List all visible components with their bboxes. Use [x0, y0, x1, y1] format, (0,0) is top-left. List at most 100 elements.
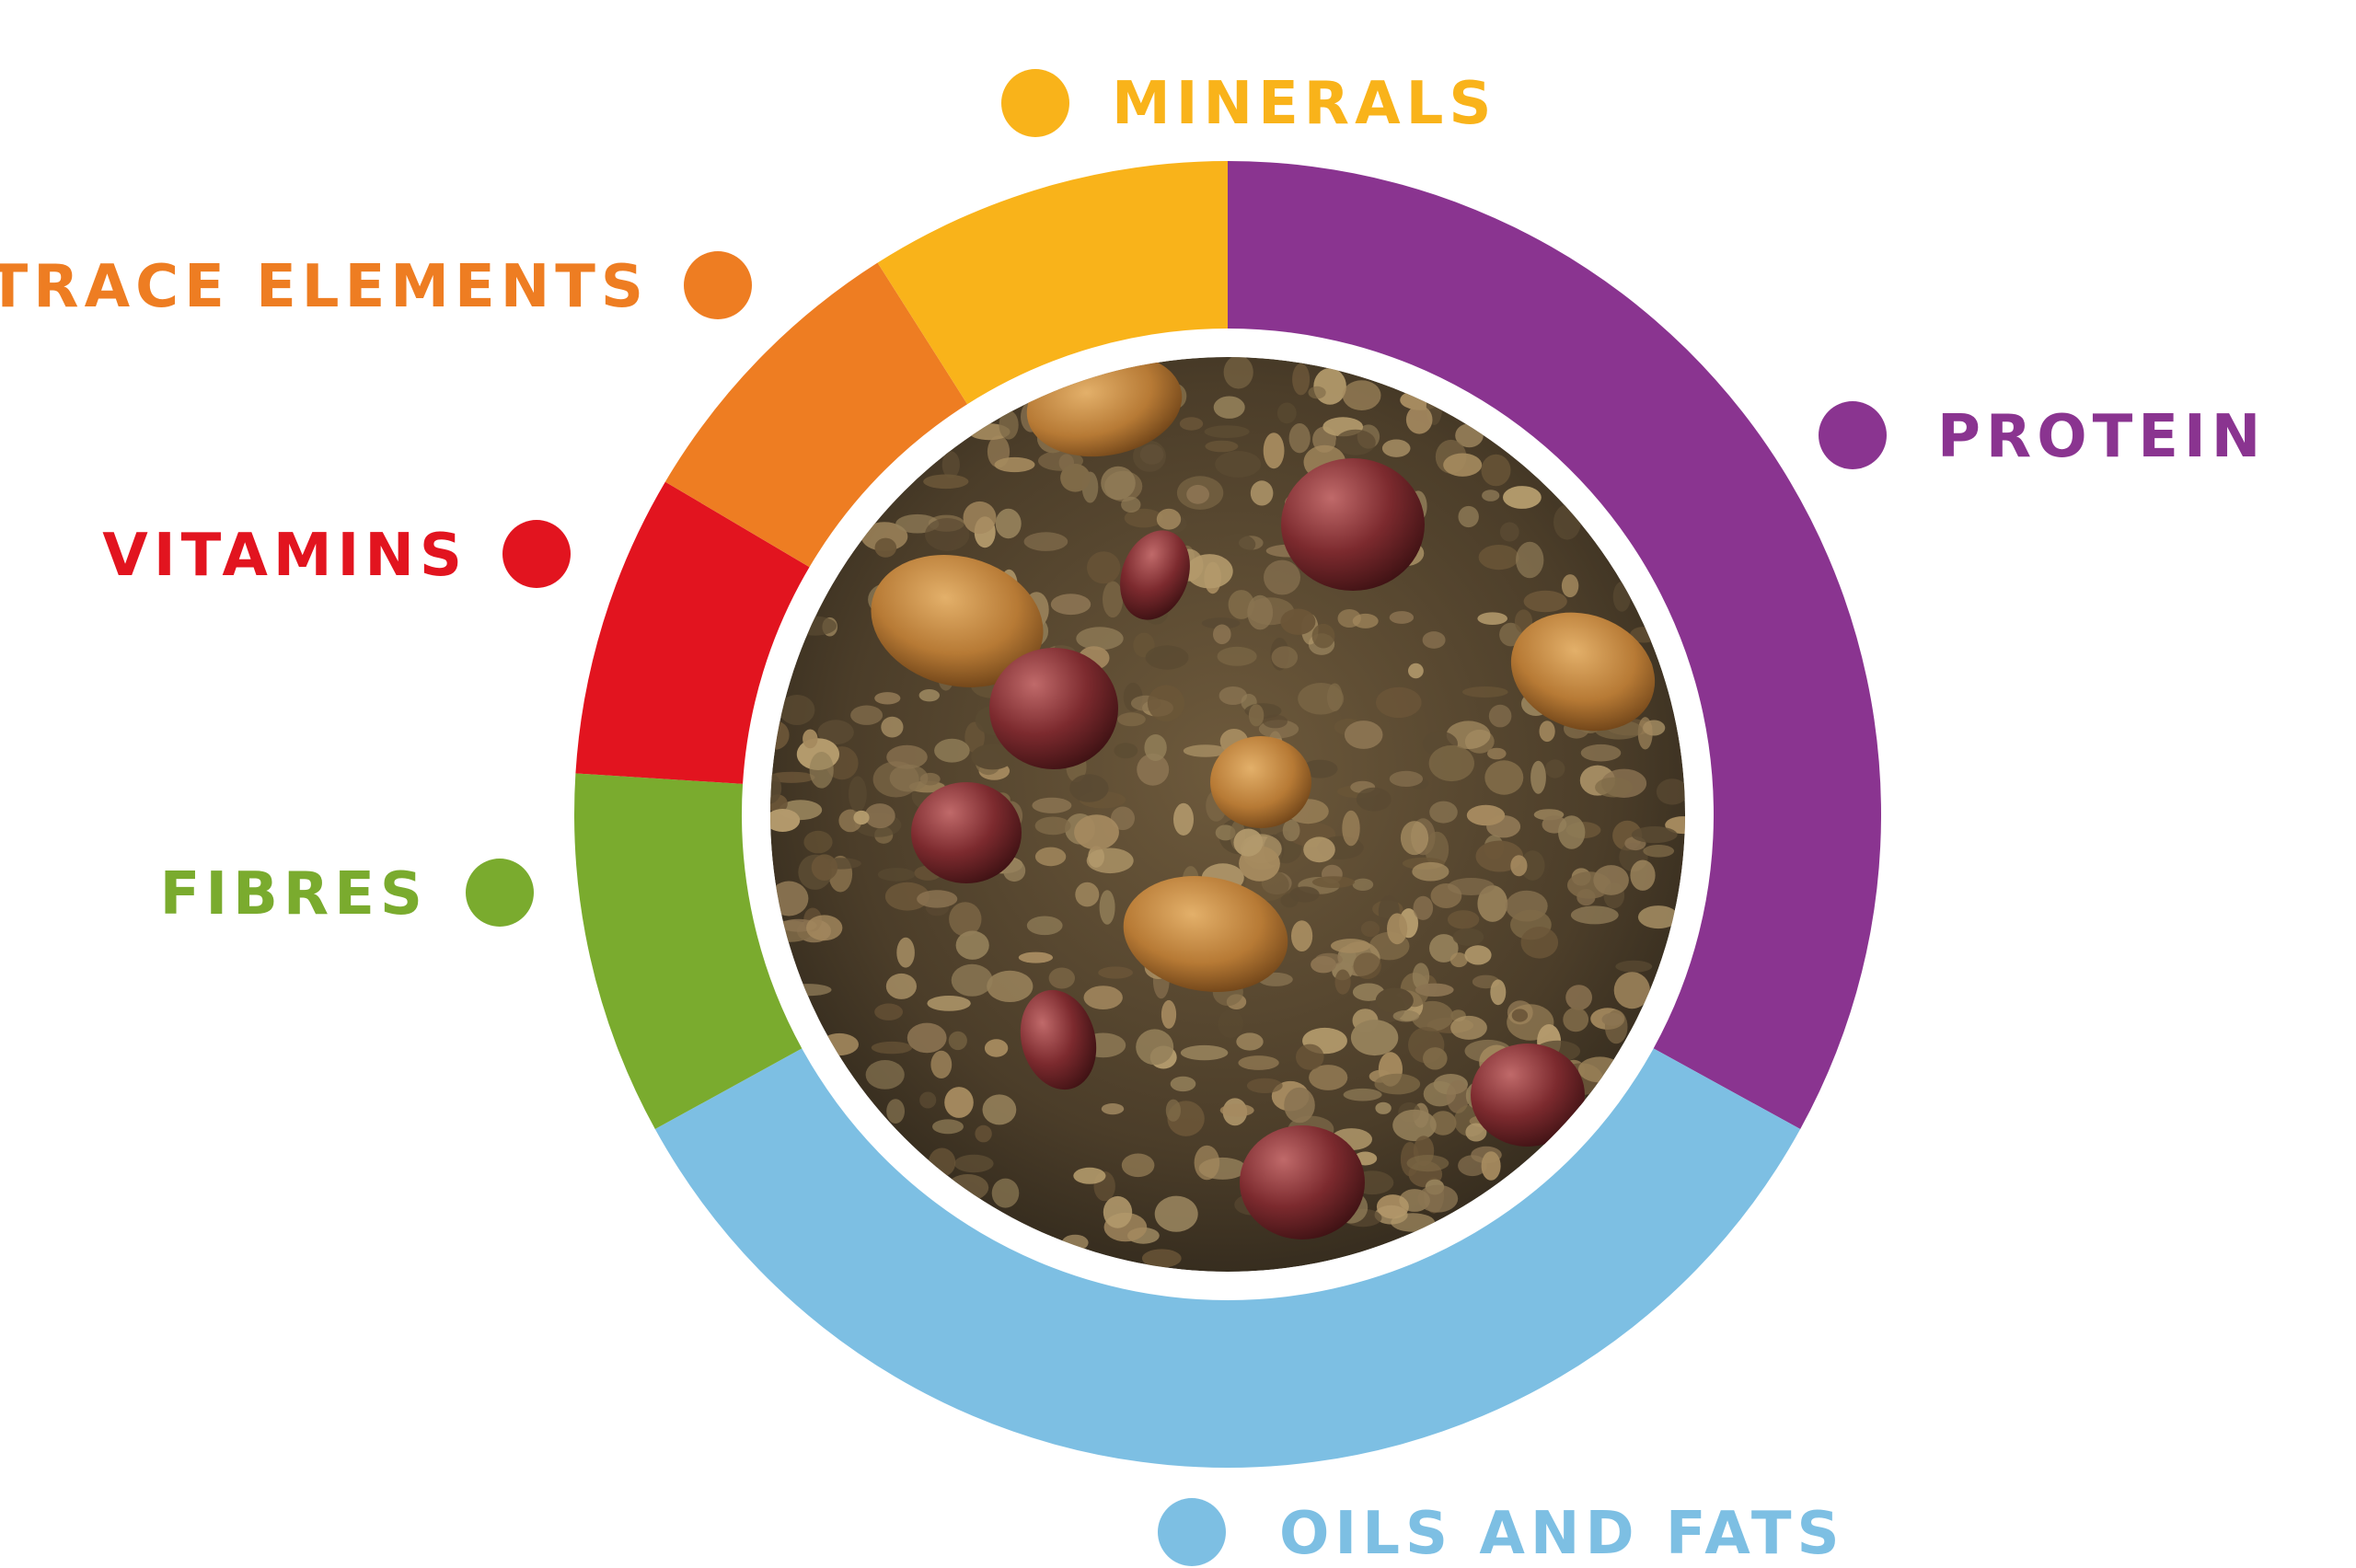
granola-crumb	[1429, 801, 1458, 824]
granola-crumb	[1218, 1009, 1243, 1038]
granola-crumb	[1280, 608, 1316, 635]
granola-crumb	[803, 830, 833, 854]
granola-crumb	[1050, 594, 1091, 616]
granola-crumb	[1360, 920, 1380, 938]
granola-crumb	[1539, 721, 1555, 743]
granola-crumb	[1215, 451, 1262, 478]
granola-crumb	[1511, 1009, 1529, 1022]
granola-crumb	[793, 616, 837, 636]
granola-crumb	[1298, 683, 1345, 715]
granola-crumb	[927, 996, 971, 1011]
granola-crumb	[1387, 913, 1408, 945]
granola-crumb	[1060, 464, 1091, 492]
legend-dot-trace-elements	[684, 251, 752, 319]
granola-crumb	[886, 744, 928, 769]
granola-crumb	[1101, 1103, 1125, 1115]
legend-label-trace-elements: TRACE ELEMENTS	[0, 253, 649, 321]
granola-crumb	[1520, 850, 1545, 881]
granola-crumb	[1389, 611, 1415, 624]
granola-crumb	[1656, 778, 1685, 805]
granola-crumb	[1447, 910, 1480, 929]
granola-crumb	[946, 1174, 989, 1202]
granola-crumb	[982, 1094, 1017, 1125]
granola-crumb	[1375, 1101, 1392, 1114]
granola-crumb	[1076, 627, 1124, 651]
granola-crumb	[874, 692, 901, 705]
granola-crumb	[1114, 743, 1138, 759]
granola-crumb	[865, 1060, 905, 1090]
granola-crumb	[1412, 963, 1430, 990]
legend-item-oils-and-fats: OILS AND FATS	[1158, 1498, 1840, 1568]
berry-piece	[1240, 1125, 1365, 1239]
granola-crumb	[884, 882, 930, 911]
granola-crumb	[1478, 545, 1519, 571]
granola-crumb	[1223, 357, 1253, 389]
granola-crumb	[1570, 905, 1619, 925]
granola-crumb	[1180, 1044, 1229, 1061]
granola-crumb	[984, 1039, 1009, 1057]
granola-crumb	[1238, 1055, 1279, 1070]
granola-crumb	[1311, 876, 1356, 888]
granola-crumb	[971, 744, 1014, 770]
berry-piece	[1120, 530, 1190, 620]
granola-crumb	[1423, 1047, 1448, 1070]
granola-crumb	[1481, 1151, 1501, 1181]
granola-crumb	[1141, 1249, 1182, 1268]
granola-crumb	[1145, 645, 1189, 670]
raisin-piece	[1123, 875, 1288, 993]
raisin-piece	[1210, 736, 1311, 828]
granola-crumb	[1185, 554, 1233, 589]
granola-crumb	[1083, 986, 1123, 1009]
granola-crumb	[1630, 859, 1656, 891]
granola-crumb	[1577, 1056, 1623, 1083]
granola-crumb	[1263, 432, 1285, 469]
granola-crumb	[1510, 855, 1528, 877]
granola-crumb	[886, 1099, 905, 1124]
granola-crumb	[871, 1041, 913, 1055]
granola-crumb	[1026, 916, 1063, 936]
granola-crumb	[1477, 612, 1507, 625]
granola-crumb	[1173, 802, 1194, 836]
granola-crumb	[1558, 815, 1586, 849]
granola-crumb	[770, 771, 815, 783]
legend-dot-fibres	[466, 859, 534, 927]
granola-crumb	[1665, 816, 1685, 835]
granola-crumb	[1392, 1109, 1437, 1142]
granola-crumb	[1048, 967, 1076, 989]
granola-crumb	[860, 522, 908, 551]
granola-crumb	[1133, 440, 1166, 472]
granola-crumb	[1443, 453, 1483, 477]
granola-crumb	[1154, 1195, 1198, 1232]
granola-crumb	[1264, 559, 1300, 595]
granola-crumb	[1412, 861, 1449, 882]
legend-label-minerals: MINERALS	[1112, 70, 1496, 138]
granola-crumb	[770, 721, 790, 750]
granola-crumb	[1331, 939, 1370, 953]
granola-crumb	[1219, 534, 1256, 556]
granola-crumb	[1101, 466, 1136, 501]
granola-crumb	[1413, 895, 1434, 920]
granola-crumb	[1389, 770, 1424, 788]
granola-crumb	[1464, 945, 1492, 965]
granola-crumb	[1637, 717, 1653, 750]
granola-crumb	[853, 810, 870, 825]
legend-item-fibres: FIBRES	[160, 859, 534, 928]
granola-crumb	[1246, 1078, 1283, 1093]
granola-crumb	[820, 1032, 859, 1056]
granola-crumb	[1400, 821, 1429, 856]
granola-crumb	[809, 752, 834, 789]
granola-crumb	[953, 1154, 994, 1173]
granola-crumb	[770, 809, 801, 832]
donut-slice-fibres	[574, 773, 803, 1130]
granola-crumb	[1137, 753, 1170, 786]
granola-crumb	[1392, 1009, 1420, 1022]
granola-crumb	[1250, 480, 1274, 506]
chart-legend: MINERALS TRACE ELEMENTS PROTEIN VITAMINS…	[0, 69, 2260, 1568]
granola-crumb	[1565, 985, 1592, 1010]
granola-crumb	[917, 890, 958, 908]
granola-crumb	[1563, 1007, 1589, 1032]
granola-crumb	[1334, 969, 1351, 995]
legend-item-vitamins: VITAMINS	[102, 520, 571, 590]
granola-crumb	[941, 451, 960, 478]
granola-crumb	[1613, 972, 1650, 1009]
